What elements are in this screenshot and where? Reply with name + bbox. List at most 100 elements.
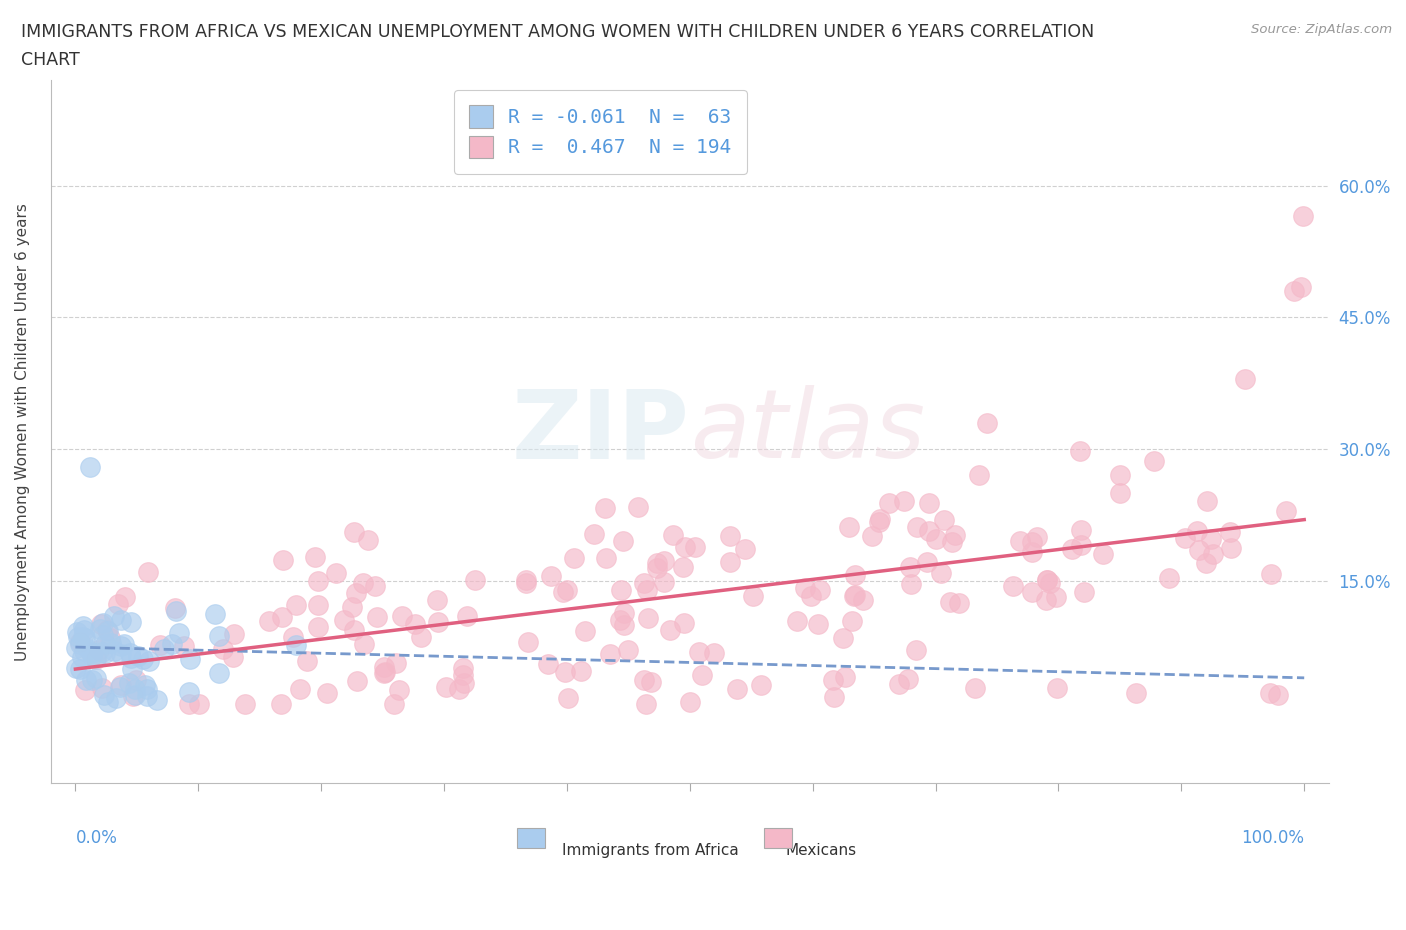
Point	[718, 528, 741, 543]
Point	[515, 572, 537, 587]
Point	[117, 675, 139, 690]
Point	[1108, 485, 1130, 500]
Point	[352, 576, 374, 591]
Point	[284, 638, 307, 653]
Point	[107, 596, 129, 611]
Point	[609, 613, 631, 628]
Point	[553, 585, 575, 600]
Point	[112, 636, 135, 651]
Point	[1045, 680, 1067, 695]
Point	[1092, 546, 1115, 561]
Point	[652, 554, 675, 569]
Point	[963, 681, 986, 696]
Point	[852, 592, 875, 607]
Point	[917, 554, 939, 569]
Point	[1199, 531, 1222, 546]
Point	[658, 622, 681, 637]
Point	[72, 650, 94, 665]
Point	[163, 601, 186, 616]
Point	[1069, 444, 1091, 458]
Point	[1289, 279, 1312, 294]
Point	[453, 660, 475, 675]
Point	[325, 565, 347, 580]
Point	[188, 697, 211, 711]
Point	[127, 648, 149, 663]
Point	[941, 534, 963, 549]
Point	[65, 641, 87, 656]
Point	[179, 652, 201, 667]
Point	[307, 619, 329, 634]
Point	[204, 606, 226, 621]
Point	[1292, 209, 1315, 224]
Point	[307, 598, 329, 613]
Point	[316, 685, 339, 700]
Point	[1073, 585, 1095, 600]
Point	[1274, 503, 1296, 518]
Point	[662, 527, 685, 542]
Point	[104, 691, 127, 706]
Point	[145, 692, 167, 707]
Point	[897, 671, 920, 686]
Point	[404, 617, 426, 631]
Point	[374, 664, 396, 679]
Point	[307, 573, 329, 588]
Point	[834, 670, 856, 684]
Point	[93, 688, 115, 703]
Point	[297, 654, 319, 669]
Point	[1125, 685, 1147, 700]
Point	[110, 677, 132, 692]
Point	[89, 621, 111, 636]
Point	[73, 682, 96, 697]
Point	[65, 660, 87, 675]
Point	[616, 643, 638, 658]
Point	[66, 630, 89, 644]
Point	[124, 688, 146, 703]
Point	[259, 613, 281, 628]
Point	[79, 644, 101, 659]
Point	[100, 636, 122, 651]
Point	[1070, 523, 1092, 538]
FancyBboxPatch shape	[517, 829, 546, 848]
Point	[366, 610, 388, 625]
Point	[69, 634, 91, 649]
Point	[574, 624, 596, 639]
Point	[554, 664, 576, 679]
Point	[1008, 534, 1031, 549]
Point	[1234, 371, 1257, 386]
Point	[593, 500, 616, 515]
Text: 0.0%: 0.0%	[76, 829, 117, 847]
Point	[93, 636, 115, 651]
Point	[807, 617, 830, 631]
Point	[1036, 573, 1059, 588]
Point	[831, 631, 853, 645]
Point	[120, 615, 142, 630]
Point	[893, 494, 915, 509]
Point	[149, 637, 172, 652]
Point	[284, 597, 307, 612]
Point	[122, 689, 145, 704]
Point	[72, 618, 94, 633]
Point	[683, 539, 706, 554]
Point	[222, 650, 245, 665]
Point	[1036, 572, 1059, 587]
Point	[94, 645, 117, 660]
Point	[134, 677, 156, 692]
Point	[595, 551, 617, 565]
Point	[135, 688, 157, 703]
Point	[173, 638, 195, 653]
Point	[103, 608, 125, 623]
Point	[1202, 546, 1225, 561]
Point	[599, 647, 621, 662]
Point	[456, 608, 478, 623]
Point	[73, 622, 96, 637]
Point	[211, 642, 233, 657]
Point	[84, 652, 107, 667]
Point	[162, 637, 184, 652]
Point	[270, 697, 292, 711]
Point	[364, 579, 387, 594]
Point	[1035, 592, 1057, 607]
Point	[451, 668, 474, 683]
Point	[233, 697, 256, 711]
Point	[938, 594, 960, 609]
Point	[110, 613, 132, 628]
